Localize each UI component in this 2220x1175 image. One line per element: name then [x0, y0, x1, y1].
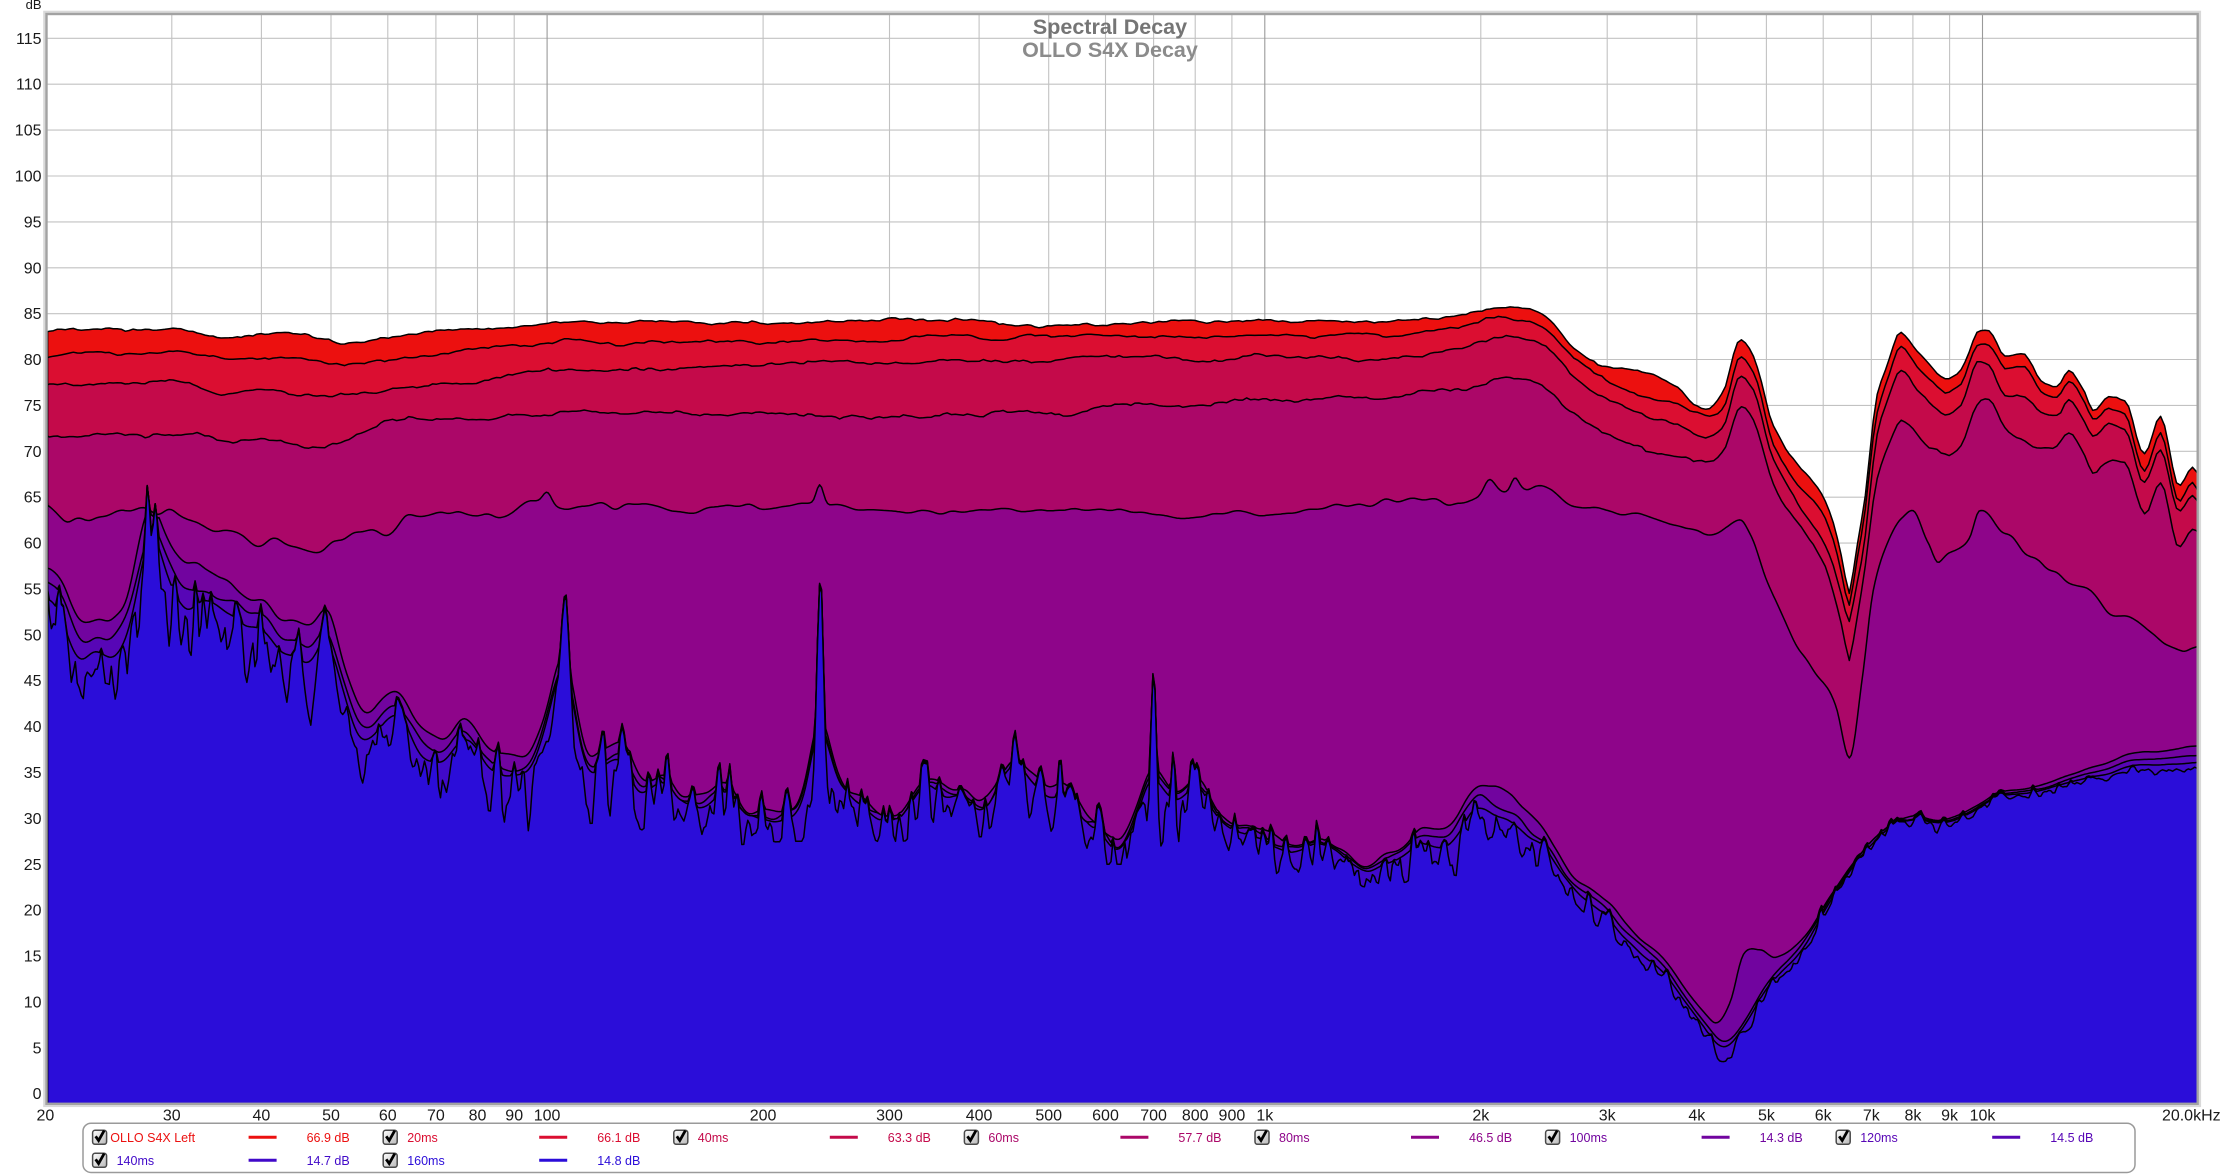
svg-text:14.5 dB: 14.5 dB	[2050, 1131, 2093, 1145]
svg-text:8k: 8k	[1904, 1108, 1922, 1125]
svg-text:7k: 7k	[1863, 1108, 1881, 1125]
svg-text:10: 10	[24, 994, 42, 1011]
svg-text:85: 85	[24, 306, 42, 323]
svg-text:14.8 dB: 14.8 dB	[597, 1154, 640, 1168]
svg-text:9k: 9k	[1941, 1108, 1959, 1125]
svg-text:200: 200	[750, 1108, 777, 1125]
svg-text:120ms: 120ms	[1860, 1131, 1898, 1145]
svg-text:66.1 dB: 66.1 dB	[597, 1131, 640, 1145]
svg-text:40ms: 40ms	[698, 1131, 729, 1145]
svg-text:35: 35	[24, 765, 42, 782]
svg-text:55: 55	[24, 582, 42, 599]
svg-text:160ms: 160ms	[407, 1154, 445, 1168]
svg-text:20.0kHz: 20.0kHz	[2162, 1108, 2220, 1125]
svg-text:5k: 5k	[1758, 1108, 1776, 1125]
svg-text:4k: 4k	[1688, 1108, 1706, 1125]
svg-text:dB: dB	[26, 0, 42, 12]
svg-text:20: 20	[37, 1108, 55, 1125]
svg-text:60ms: 60ms	[988, 1131, 1019, 1145]
svg-text:140ms: 140ms	[117, 1154, 155, 1168]
svg-text:15: 15	[24, 949, 42, 966]
svg-text:10k: 10k	[1970, 1108, 1997, 1125]
svg-text:500: 500	[1035, 1108, 1062, 1125]
svg-text:60: 60	[24, 536, 42, 553]
svg-text:110: 110	[16, 77, 42, 94]
svg-text:70: 70	[427, 1108, 445, 1125]
svg-text:20: 20	[24, 903, 42, 920]
svg-text:30: 30	[24, 811, 42, 828]
svg-text:14.3 dB: 14.3 dB	[1760, 1131, 1803, 1145]
svg-text:25: 25	[24, 857, 42, 874]
svg-text:90: 90	[24, 260, 42, 277]
svg-text:300: 300	[876, 1108, 903, 1125]
svg-text:115: 115	[16, 31, 42, 48]
svg-text:95: 95	[24, 214, 42, 231]
svg-text:60: 60	[379, 1108, 397, 1125]
svg-text:80: 80	[469, 1108, 487, 1125]
svg-text:Spectral Decay: Spectral Decay	[1033, 15, 1187, 39]
svg-text:14.7 dB: 14.7 dB	[307, 1154, 350, 1168]
svg-text:45: 45	[24, 673, 42, 690]
svg-text:1k: 1k	[1256, 1108, 1274, 1125]
svg-text:OLLO S4X Left: OLLO S4X Left	[110, 1131, 195, 1145]
svg-text:3k: 3k	[1599, 1108, 1617, 1125]
svg-text:40: 40	[24, 719, 42, 736]
svg-text:30: 30	[163, 1108, 181, 1125]
svg-text:600: 600	[1092, 1108, 1119, 1125]
svg-text:100: 100	[534, 1108, 561, 1125]
svg-text:100: 100	[15, 169, 42, 186]
svg-text:75: 75	[24, 398, 42, 415]
svg-text:50: 50	[24, 627, 42, 644]
svg-text:105: 105	[15, 123, 42, 140]
svg-text:100ms: 100ms	[1570, 1131, 1608, 1145]
svg-text:46.5 dB: 46.5 dB	[1469, 1131, 1512, 1145]
svg-text:40: 40	[253, 1108, 271, 1125]
svg-text:20ms: 20ms	[407, 1131, 438, 1145]
svg-text:63.3 dB: 63.3 dB	[888, 1131, 931, 1145]
svg-text:57.7 dB: 57.7 dB	[1178, 1131, 1221, 1145]
svg-text:0: 0	[33, 1086, 42, 1103]
svg-text:2k: 2k	[1472, 1108, 1490, 1125]
svg-text:80: 80	[24, 352, 42, 369]
svg-text:5: 5	[33, 1040, 42, 1057]
svg-text:90: 90	[505, 1108, 523, 1125]
svg-text:700: 700	[1140, 1108, 1167, 1125]
svg-text:800: 800	[1182, 1108, 1209, 1125]
svg-text:66.9 dB: 66.9 dB	[307, 1131, 350, 1145]
svg-text:65: 65	[24, 490, 42, 507]
svg-text:400: 400	[966, 1108, 993, 1125]
svg-text:50: 50	[322, 1108, 340, 1125]
svg-text:70: 70	[24, 444, 42, 461]
svg-text:OLLO S4X Decay: OLLO S4X Decay	[1022, 38, 1198, 62]
svg-text:6k: 6k	[1815, 1108, 1833, 1125]
svg-text:900: 900	[1219, 1108, 1246, 1125]
svg-text:80ms: 80ms	[1279, 1131, 1310, 1145]
